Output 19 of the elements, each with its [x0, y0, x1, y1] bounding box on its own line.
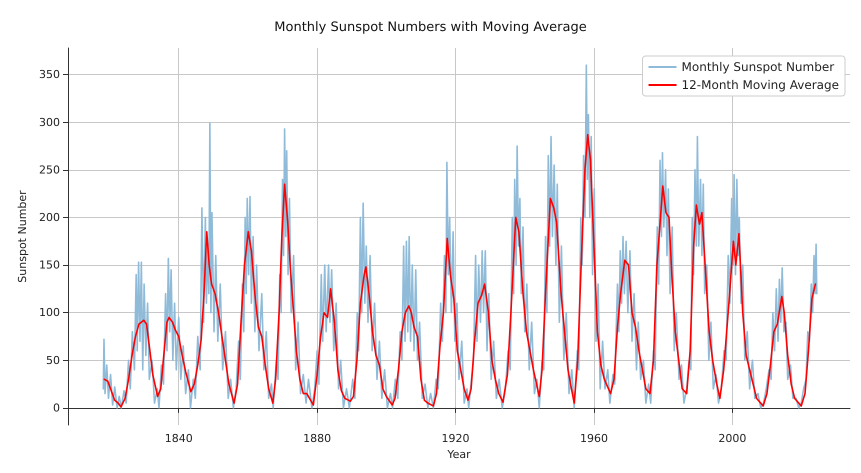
legend-label: 12-Month Moving Average: [682, 78, 840, 92]
y-tick-label: 350: [39, 68, 60, 82]
y-tick-label: 300: [39, 116, 60, 129]
y-tick-label: 0: [53, 401, 60, 414]
y-tick-label: 100: [39, 306, 60, 320]
x-tick-label: 1880: [303, 432, 332, 445]
x-tick-label: 1840: [164, 432, 193, 445]
line-series: [104, 134, 816, 408]
y-axis-title: Sunspot Number: [16, 190, 29, 283]
y-tick-label: 200: [39, 210, 60, 224]
x-tick-label: 1960: [580, 432, 608, 445]
y-tick-label: 250: [39, 163, 60, 176]
x-tick-label: 1920: [442, 432, 470, 445]
y-tick-label: 50: [46, 354, 60, 367]
x-axis-title: Year: [446, 448, 472, 461]
y-tick-label: 150: [39, 258, 60, 272]
legend-label: Monthly Sunspot Number: [682, 60, 834, 74]
chart-title: Monthly Sunspot Numbers with Moving Average: [274, 20, 587, 35]
x-tick-label: 2000: [718, 432, 746, 445]
